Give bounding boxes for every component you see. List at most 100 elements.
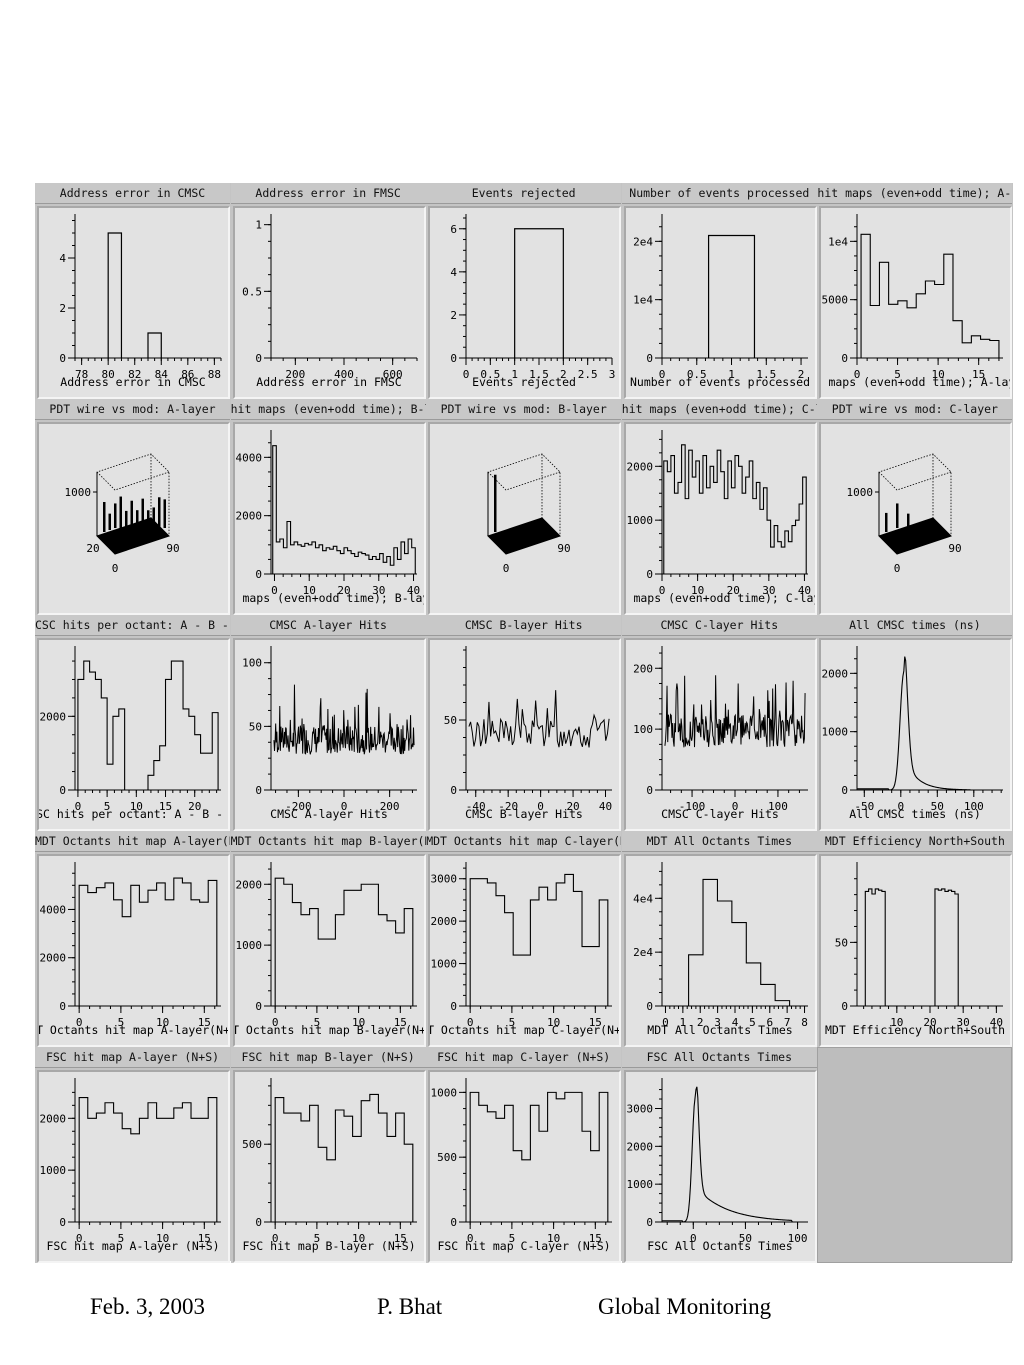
x-tick-label: 5 [313,1016,320,1029]
x-tick-label: -200 [285,800,312,813]
histogram-panel[interactable]: MDT All Octants Times 0 2e4 4e4 0 1 2 3 4 5 6 7 8 MDT… [621,831,817,1047]
x-tick-label: 15 [972,368,985,381]
lego-spike [885,512,888,532]
histogram-panel[interactable]: FSC hit map A-layer (N+S) 0 1000 2000 0 5 10 15… [35,1047,230,1263]
histogram-panel[interactable]: hit maps (even+odd time); A-layer0 5000 1e… [817,183,1013,399]
x-axis-label: Address error in FMSC [256,375,401,389]
x-tick-label: 0 [658,368,665,381]
y-tick-label: 3000 [626,1102,653,1115]
lego-frame [487,471,561,491]
x-tick-label: 15 [589,1016,602,1029]
y-tick-label: 0 [646,784,653,797]
histogram-panel[interactable]: Number of events processed 0 1e4 2e4 0 0.5 1 1.… [621,183,817,399]
panel-title: Address error in FMSC [230,183,426,204]
x-axis-label: MDT Octants hit map C-layer(N+S) [430,1023,619,1037]
plot-canvas: 0 2000 4000 0 5 10 15MDT Octants hit map A-lay… [39,862,228,1037]
histogram-panel[interactable]: PDT wire vs mod: C-layer 1000 90 0 [817,399,1013,615]
x-tick-label: 3 [714,1016,721,1029]
x-tick-label: 0 [271,584,278,597]
monitoring-grid: Address error in CMSC 0 2 4 78 80 82 84 86 88 Addr… [35,183,1013,1263]
histogram-line [469,1091,609,1222]
y-tick-label: 2000 [235,510,262,523]
y-tick-label: 1e4 [633,294,653,307]
panel-title: Address error in CMSC [35,183,230,204]
x-tick-label: 1.5 [529,368,549,381]
x-tick-label: 1 [728,368,735,381]
histogram-panel[interactable]: MDT Octants hit map C-layer(N+S)01000200… [426,831,622,1047]
lego-spike [130,500,133,528]
histogram-panel[interactable]: CMSC A-layer Hits 0 50 100 -200 0 200 CMSC A-la… [230,615,426,831]
y-tick-label: 0 [842,784,849,797]
y-tick-label: 2 [59,302,66,315]
y-tick-label: 0 [255,784,262,797]
plot-area: 0 1000 2000 0 5 10 15MDT Octants hit map B-lay… [232,854,426,1047]
x-tick-label: 0.5 [687,368,707,381]
x-tick-label: 88 [208,368,221,381]
x-axis-label: Events rejected [472,375,576,389]
x-tick-label: 5 [749,1016,756,1029]
x-axis-label: hit maps (even+odd time); C-layer [626,591,815,605]
x-axis-label: FSC hit map A-layer (N+S) [46,1239,219,1253]
histogram-panel[interactable]: hit maps (even+odd time); C-layer0100020… [621,399,817,615]
x-tick-label: 15 [198,1016,211,1029]
histogram-panel[interactable]: FSC All Octants Times 0 1000 2000 3000 0 50 100… [621,1047,817,1263]
x-axis-label: FSC hit map C-layer (N+S) [438,1239,611,1253]
x-tick-label: 8 [801,1016,808,1029]
y-tick-label: 5000 [822,294,849,307]
histogram-panel[interactable]: CSC hits per octant: A - B - C 0 2000 0 5 10 1… [35,615,230,831]
x-tick-label: 5 [118,1016,125,1029]
histogram-line [857,656,1004,791]
histogram-panel[interactable]: PDT wire vs mod: A-layer 1000 20 90 0 [35,399,230,615]
histogram-panel[interactable]: CMSC B-layer Hits 0 50 -40 -20 0 20 40 CMSC B-la… [426,615,622,831]
histogram-panel[interactable]: hit maps (even+odd time); B-layer0200040… [230,399,426,615]
histogram-panel[interactable]: Address error in CMSC 0 2 4 78 80 82 84 86 88 Addr… [35,183,230,399]
panel-title: hit maps (even+odd time); C-layer [621,399,817,420]
histogram-panel[interactable]: All CMSC times (ns) 0 1000 2000 -50 0 50 100 All… [817,615,1013,831]
histogram-panel[interactable]: Events rejected 0 2 4 6 0 0.5 1 1.5 2 2.5 3 Events r… [426,183,622,399]
x-tick-label: 0 [271,1016,278,1029]
x-tick-label: 15 [393,1016,406,1029]
histogram-panel[interactable]: MDT Octants hit map A-layer(N+S)02000400… [35,831,230,1047]
plot-area: 0 1000 2000 3000 0 50 100 FSC All Octants Times [623,1070,817,1263]
histogram-panel[interactable]: FSC hit map B-layer (N+S) 0 500 0 5 10 15 FSC h… [230,1047,426,1263]
y-tick-label: 0 [59,1216,66,1229]
x-tick-label: 200 [379,800,399,813]
plot-area: 0 50 10 20 30 40 MDT Efficiency North+South [819,854,1013,1047]
plot-area: 0 1000 2000 0 5 10 15 FSC hit map A-layer (N+S) [37,1070,230,1263]
y-tick-label: 0 [451,1216,458,1229]
x-tick-label: -50 [855,800,875,813]
y-tick-label: 1e4 [829,235,849,248]
x-tick-label: 20 [567,800,580,813]
panel-title: FSC hit map B-layer (N+S) [230,1047,426,1068]
x-tick-label: 100 [787,1232,807,1245]
histogram-line [271,445,416,574]
x-axis-label: MDT Octants hit map A-layer(N+S) [39,1023,228,1037]
lego-base [487,517,562,555]
histogram-panel[interactable]: MDT Octants hit map B-layer(N+S)01000200… [230,831,426,1047]
histogram-panel[interactable]: PDT wire vs mod: B-layer 90 0 [426,399,622,615]
x-tick-label: 0 [340,800,347,813]
x-axis-label: hit maps (even+odd time); A-layer [821,375,1010,389]
x-tick-label: 10 [691,584,704,597]
x-tick-label: 0 [854,368,861,381]
histogram-panel[interactable]: CMSC C-layer Hits 0 100 200 -100 0 100 CMSC C-l… [621,615,817,831]
histogram-panel[interactable]: Address error in FMSC 0 0.5 1 200 400 600 Addre… [230,183,426,399]
plot-area: 0 2000 0 5 10 15 20 CSC hits per octant: A - B … [37,638,230,831]
lego-spike [147,510,150,528]
x-tick-label: 5 [313,1232,320,1245]
histogram-bar [707,234,755,358]
y-tick-label: 50 [835,936,848,949]
histogram-panel[interactable]: MDT Efficiency North+South 0 50 10 20 30 40 MDT… [817,831,1013,1047]
y-tick-label: 1000 [235,939,262,952]
x-axis-label: CMSC B-layer Hits [465,807,583,821]
y-tick-label: 4000 [235,451,262,464]
histogram-bar [514,228,565,358]
y-tick-label: 2000 [626,460,653,473]
x-tick-label: 86 [181,368,194,381]
x-tick-label: 1 [679,1016,686,1029]
histogram-panel[interactable]: FSC hit map C-layer (N+S) 0 500 1000 0 5 10 15 F… [426,1047,622,1263]
